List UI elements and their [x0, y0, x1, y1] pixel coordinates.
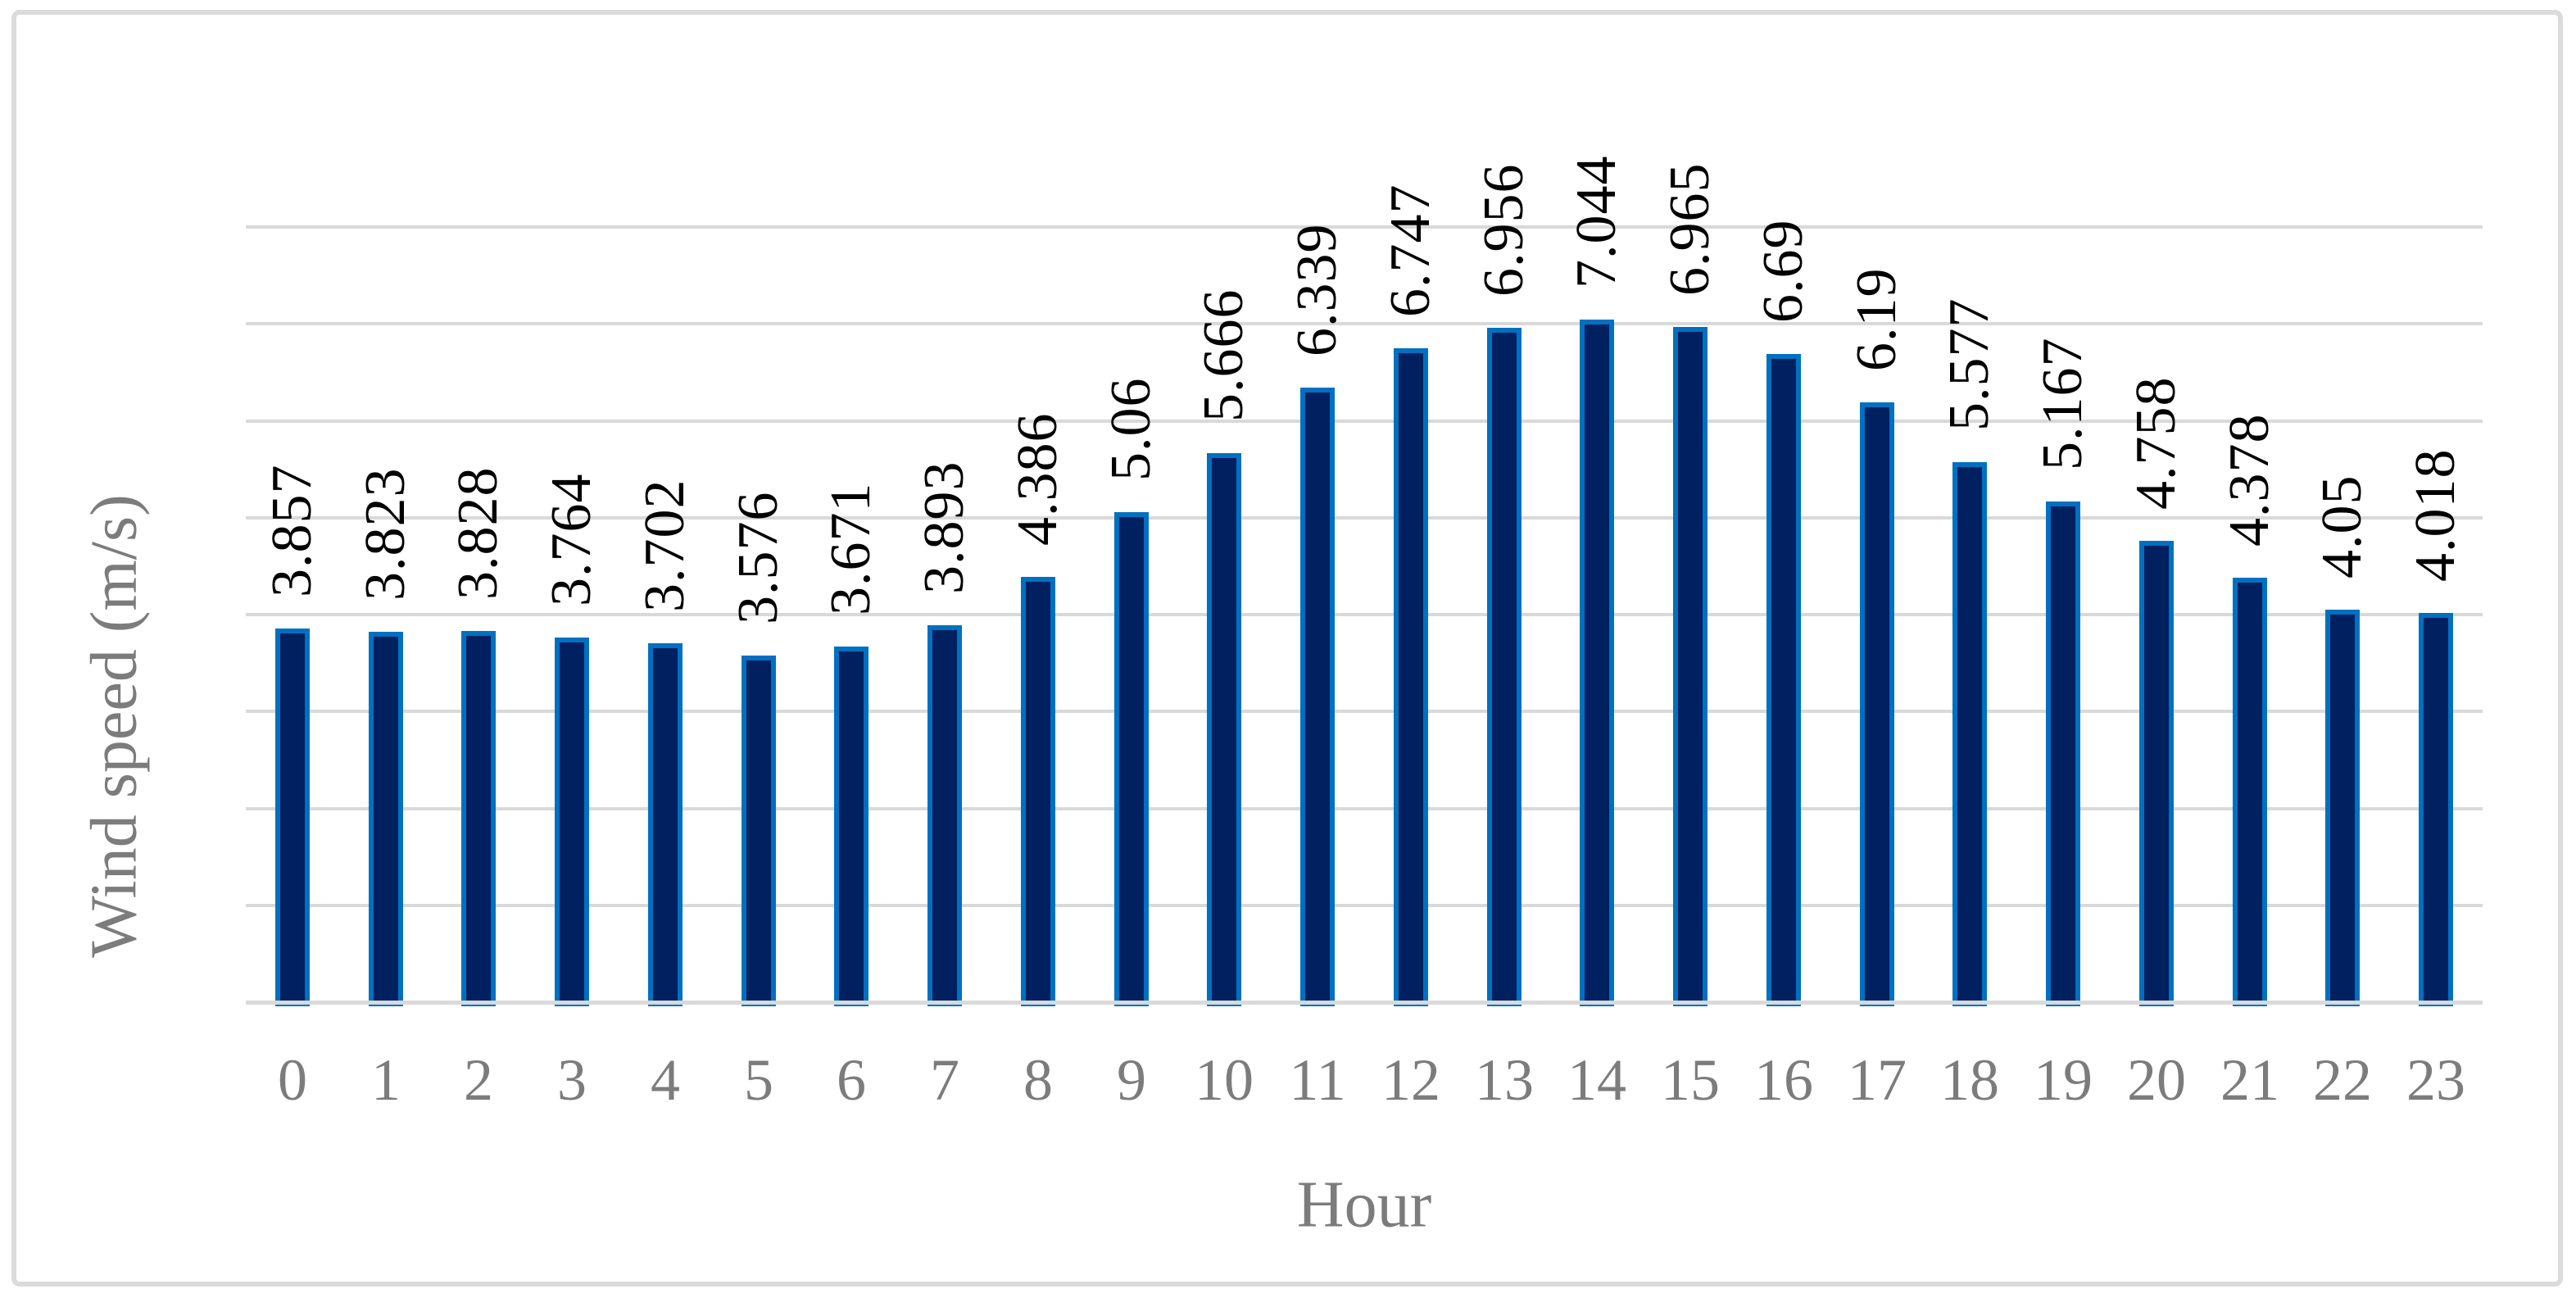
x-tick-label: 21	[2220, 1047, 2279, 1113]
bar-value-label: 3.828	[447, 466, 510, 601]
gridline	[246, 903, 2483, 907]
bar-value-label: 3.576	[727, 491, 790, 625]
bar-value-label: 4.758	[2125, 376, 2188, 511]
x-tick-label: 19	[2034, 1047, 2093, 1113]
bar-hour-9	[1114, 512, 1149, 1006]
bar-value-label: 6.69	[1752, 219, 1815, 324]
x-tick-label: 20	[2127, 1047, 2186, 1113]
bar-value-label: 4.05	[2311, 474, 2374, 579]
bar-value-label: 6.747	[1379, 184, 1442, 318]
bar-hour-21	[2233, 578, 2267, 1006]
bar-value-label: 3.671	[819, 482, 882, 616]
bar-hour-23	[2419, 613, 2453, 1006]
plot-area: 3.857 3.823 3.828 3.764 3.702 3.576 3.671 3.893…	[246, 156, 2483, 1006]
bar-hour-19	[2046, 502, 2080, 1006]
bar-hour-13	[1487, 328, 1522, 1006]
x-tick-label: 2	[464, 1047, 493, 1113]
bar-hour-4	[648, 643, 683, 1006]
gridline	[246, 710, 2483, 714]
bar-value-label: 6.339	[1286, 223, 1349, 357]
bar-value-label: 5.167	[2031, 337, 2094, 471]
bar-value-label: 4.378	[2218, 413, 2281, 547]
x-tick-label: 4	[651, 1047, 680, 1113]
bar-value-label: 6.965	[1658, 162, 1721, 297]
bar-value-label: 7.044	[1565, 155, 1628, 289]
bar-hour-6	[834, 647, 868, 1006]
x-tick-label: 1	[371, 1047, 401, 1113]
bar-hour-16	[1766, 354, 1801, 1006]
x-tick-label: 7	[930, 1047, 959, 1113]
bar-hour-1	[369, 632, 403, 1006]
bar-value-label: 3.893	[913, 461, 976, 595]
x-tick-label: 17	[1848, 1047, 1907, 1113]
x-tick-label: 9	[1117, 1047, 1146, 1113]
bar-hour-15	[1673, 327, 1708, 1006]
x-tick-label: 22	[2313, 1047, 2372, 1113]
x-tick-label: 11	[1289, 1047, 1346, 1113]
gridline	[246, 225, 2483, 229]
x-tick-label: 12	[1381, 1047, 1440, 1113]
x-tick-label: 16	[1754, 1047, 1813, 1113]
x-tick-label: 5	[744, 1047, 773, 1113]
bar-value-label: 5.666	[1192, 288, 1255, 423]
bar-value-label: 5.577	[1938, 297, 2001, 432]
x-tick-label: 8	[1023, 1047, 1053, 1113]
bar-value-label: 6.956	[1472, 163, 1535, 297]
x-tick-label: 3	[557, 1047, 587, 1113]
bar-hour-18	[1952, 462, 1987, 1006]
x-axis-title: Hour	[1296, 1169, 1432, 1241]
bar-hour-20	[2139, 541, 2174, 1006]
x-axis-line	[246, 1001, 2483, 1005]
x-tick-label: 6	[837, 1047, 866, 1113]
bar-value-label: 5.06	[1100, 377, 1163, 482]
x-tick-label: 18	[1940, 1047, 1999, 1113]
bar-value-label: 4.018	[2404, 448, 2467, 583]
x-tick-label: 23	[2406, 1047, 2465, 1113]
bar-hour-2	[461, 631, 496, 1006]
y-axis-title: Wind speed (m/s)	[78, 494, 151, 958]
bar-hour-10	[1207, 453, 1241, 1006]
gridline	[246, 322, 2483, 326]
gridline	[246, 613, 2483, 616]
gridline	[246, 515, 2483, 520]
gridline	[246, 419, 2483, 423]
bar-hour-0	[275, 629, 310, 1006]
bar-hour-17	[1860, 402, 1894, 1006]
bar-value-label: 3.702	[633, 479, 696, 613]
bar-value-label: 3.857	[261, 464, 324, 598]
gridline	[246, 806, 2483, 810]
bar-hour-3	[555, 638, 589, 1006]
x-tick-label: 14	[1567, 1047, 1626, 1113]
bar-hour-11	[1300, 388, 1335, 1006]
bar-hour-14	[1580, 320, 1614, 1006]
bar-value-label: 6.19	[1845, 267, 1908, 372]
bar-hour-5	[742, 656, 776, 1006]
bar-hour-22	[2325, 610, 2360, 1006]
x-tick-label: 10	[1195, 1047, 1254, 1113]
bar-value-label: 4.386	[1006, 412, 1069, 547]
x-tick-label: 15	[1661, 1047, 1720, 1113]
bar-value-label: 3.823	[354, 467, 417, 601]
bar-hour-12	[1394, 348, 1428, 1006]
x-tick-label: 13	[1475, 1047, 1534, 1113]
bar-hour-8	[1021, 577, 1055, 1006]
x-tick-label: 0	[278, 1047, 307, 1113]
bar-hour-7	[927, 625, 962, 1006]
bar-value-label: 3.764	[540, 473, 603, 607]
